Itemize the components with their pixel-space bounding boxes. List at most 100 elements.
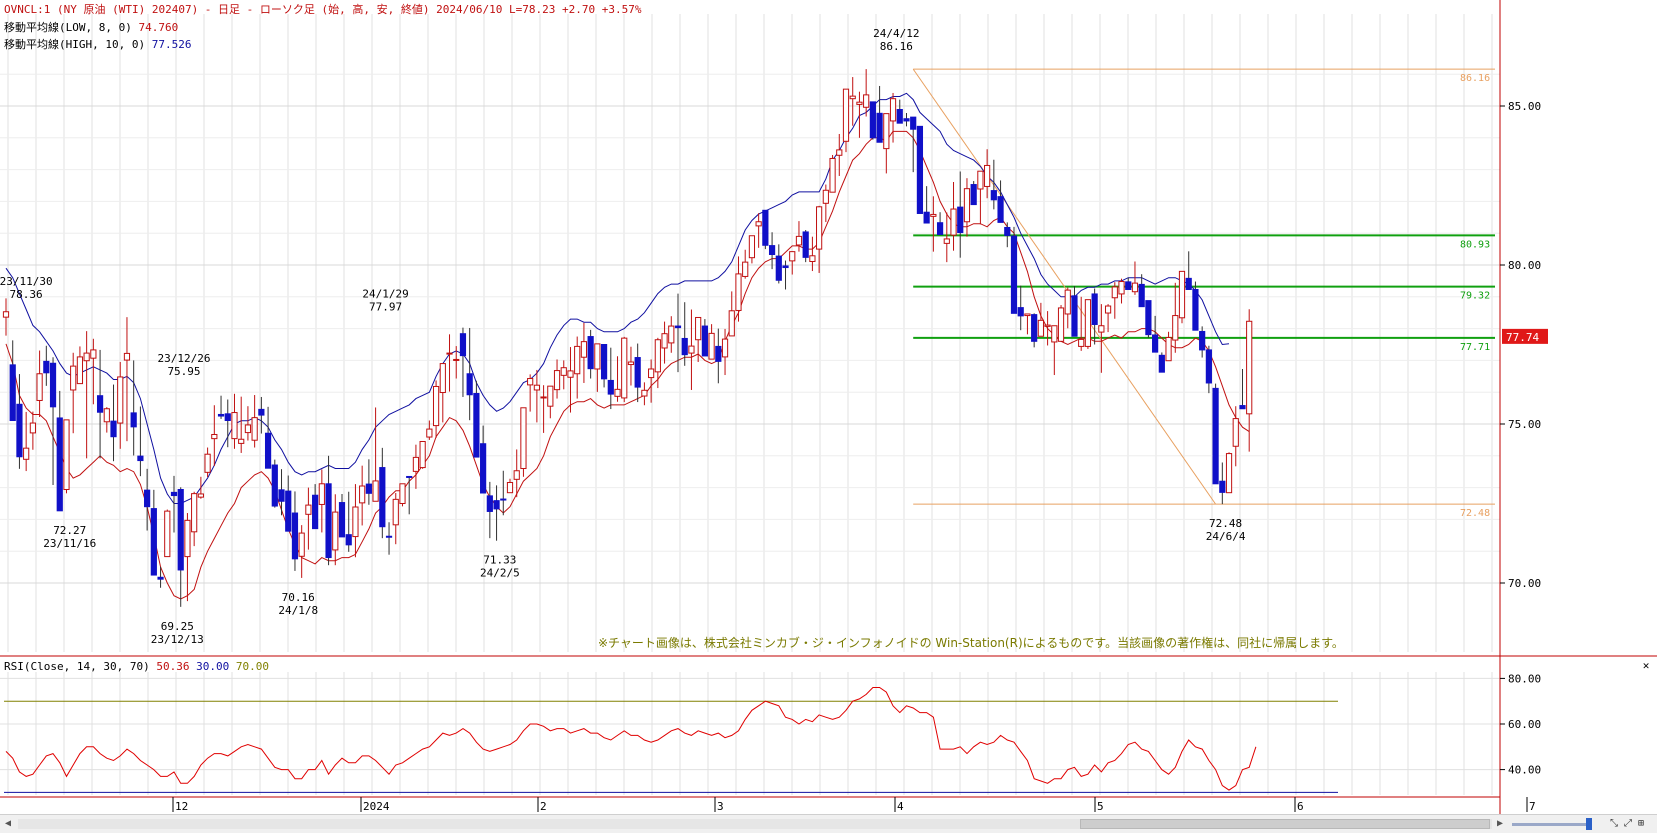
- level-label: 80.93: [1460, 239, 1490, 250]
- candle-body: [1199, 330, 1206, 351]
- candle-body: [701, 325, 708, 357]
- arrow-right-icon[interactable]: ▶: [1496, 818, 1504, 829]
- ma-high-legend: 移動平均線(HIGH, 10, 0) 77.526: [4, 38, 191, 51]
- candle-body: [70, 365, 77, 391]
- candle-body: [1091, 293, 1098, 325]
- candle-body: [473, 392, 480, 458]
- candle-body: [298, 532, 305, 557]
- candle-body: [721, 338, 729, 358]
- candle-body: [896, 108, 903, 124]
- toolbar-icons[interactable]: ⤡ ⤢ ⊞: [1610, 818, 1645, 829]
- x-tick-label: 3: [717, 800, 724, 813]
- scroll-track[interactable]: [18, 819, 1492, 829]
- zoom-slider-icon[interactable]: [1586, 818, 1592, 830]
- scroll-thumb[interactable]: [1080, 819, 1490, 829]
- trough-date-label: 24/2/5: [480, 567, 520, 580]
- candle-body: [1212, 387, 1219, 485]
- rsi-legend: RSI(Close, 14, 30, 70) 50.36 30.00 70.00: [4, 660, 269, 673]
- candle-body: [580, 341, 588, 358]
- candle-body: [607, 379, 614, 395]
- candle-body: [540, 396, 547, 399]
- candle-body: [278, 489, 285, 502]
- candle-body: [600, 344, 608, 380]
- candle-body: [903, 118, 910, 122]
- peak-date-label: 23/11/30: [0, 275, 53, 288]
- candle-body: [1125, 281, 1132, 290]
- arrow-left-icon[interactable]: ◀: [4, 818, 12, 829]
- candle-body: [211, 433, 218, 440]
- candle-body: [708, 332, 715, 360]
- x-tick-label: 2024: [363, 800, 390, 813]
- trough-date-label: 24/1/8: [278, 604, 318, 617]
- candle-body: [493, 500, 500, 510]
- chart-svg[interactable]: 85.00 80.00 75.00 70.00 80.00 60.00 40.00 86.16…: [0, 0, 1657, 814]
- candle-body: [385, 535, 393, 538]
- candle-body: [9, 364, 16, 422]
- ma-low-line: [5, 130, 1250, 600]
- candle-body: [191, 493, 198, 533]
- y-tick-label: 85.00: [1508, 100, 1541, 113]
- candle-body: [251, 417, 258, 441]
- candle-body: [775, 255, 782, 281]
- candle-body: [553, 370, 561, 391]
- candle-body: [930, 213, 937, 217]
- candle-body: [224, 413, 231, 422]
- candle-body: [130, 412, 137, 428]
- trough-price-label: 69.25: [161, 620, 194, 633]
- candle-body: [459, 333, 467, 357]
- rsi-value: 50.36: [156, 660, 190, 673]
- zoom-slider[interactable]: [1512, 823, 1592, 826]
- candle-body: [204, 453, 211, 473]
- trough-price-label: 72.27: [53, 524, 86, 537]
- horizontal-scrollbar[interactable]: ◀ ▶ ⤡ ⤢ ⊞: [0, 814, 1657, 833]
- candle-body: [957, 206, 964, 234]
- candle-body: [466, 373, 473, 396]
- candle-body: [137, 455, 144, 462]
- rsi-tick-label: 60.00: [1508, 718, 1541, 731]
- candle-body: [372, 480, 379, 502]
- candle-body: [184, 519, 191, 558]
- candle-body: [923, 211, 930, 224]
- candle-body: [1158, 354, 1165, 373]
- candle-body: [264, 432, 272, 469]
- candle-body: [984, 164, 991, 187]
- candle-body: [486, 495, 493, 512]
- candle-body: [103, 408, 110, 423]
- level-label: 79.32: [1460, 291, 1490, 302]
- candle-body: [352, 506, 359, 538]
- candle-body: [1131, 282, 1139, 293]
- candle-body: [453, 358, 460, 361]
- candle-body: [789, 251, 796, 262]
- candle-body: [312, 494, 319, 530]
- candle-body: [345, 534, 352, 546]
- x-tick-label: 2: [540, 800, 547, 813]
- candle-body: [291, 512, 299, 560]
- candle-body: [970, 184, 977, 206]
- candle-body: [795, 235, 803, 246]
- current-price-label: 77.74: [1506, 331, 1539, 344]
- candle-body: [392, 498, 399, 526]
- candle-body: [547, 385, 554, 407]
- candle-body: [688, 345, 695, 354]
- close-icon[interactable]: ✕: [1642, 659, 1650, 672]
- candle-body: [150, 508, 157, 576]
- candle-body: [63, 419, 70, 491]
- level-label: 72.48: [1460, 508, 1490, 519]
- candle-body: [1098, 325, 1105, 333]
- peak-price-label: 75.95: [167, 365, 200, 378]
- candle-body: [614, 388, 621, 397]
- candle-body: [742, 261, 749, 277]
- candle-body: [16, 403, 23, 458]
- copyright-notice: ※チャート画像は、株式会社ミンカブ・ジ・インフォノイドの Win-Station…: [598, 636, 1344, 650]
- x-tick-label: 7: [1529, 800, 1536, 813]
- candle-body: [426, 428, 433, 438]
- candle-body: [533, 384, 540, 391]
- peak-price-label: 77.97: [369, 301, 402, 314]
- rsi-tick-label: 40.00: [1508, 764, 1541, 777]
- candle-body: [963, 188, 971, 223]
- candle-body: [36, 373, 43, 401]
- candle-body: [1232, 418, 1239, 447]
- candle-body: [1219, 480, 1226, 493]
- candle-body: [76, 356, 84, 385]
